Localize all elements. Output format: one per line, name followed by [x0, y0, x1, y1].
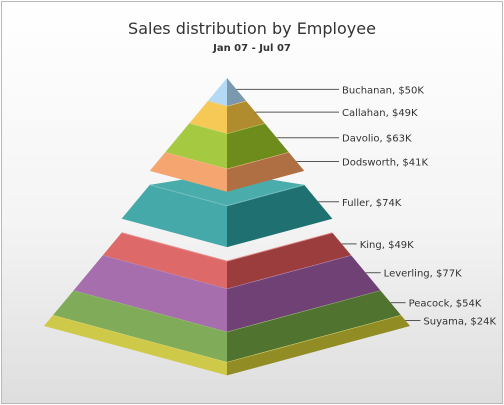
data-label-fuller: Fuller, $74K — [342, 198, 402, 209]
segment-edge — [149, 184, 305, 207]
chart-title: Sales distribution by Employee — [128, 19, 376, 38]
segment-left-face — [165, 123, 227, 169]
segment-right-face — [227, 255, 381, 332]
segment-right-face — [227, 78, 247, 107]
segment-right-face — [227, 184, 333, 248]
segment-left-face — [53, 290, 227, 362]
pyramid-segment-davolio[interactable] — [165, 122, 289, 169]
data-label-suyama: Suyama, $24K — [423, 317, 496, 328]
chart-subtitle: Jan 07 - Jul 07 — [213, 43, 291, 54]
segment-left-face — [121, 184, 227, 248]
data-label-davolio: Davolio, $63K — [342, 134, 412, 145]
pyramid-segment-king[interactable] — [102, 232, 352, 289]
segment-left-face — [207, 78, 227, 107]
data-label-peacock: Peacock, $54K — [409, 299, 482, 310]
data-label-buchanan: Buchanan, $50K — [342, 85, 424, 96]
data-label-king: King, $49K — [360, 240, 414, 251]
data-label-dodsworth: Dodsworth, $41K — [342, 157, 428, 168]
pyramid-segment-callahan[interactable] — [189, 100, 265, 134]
segment-left-face — [44, 315, 227, 376]
segment-right-face — [227, 315, 410, 376]
segment-left-face — [189, 100, 227, 134]
segment-left-face — [102, 232, 227, 289]
segment-right-face — [227, 152, 305, 192]
pyramid-segment-buchanan[interactable] — [207, 78, 247, 107]
segment-edge — [121, 232, 333, 262]
segment-right-face — [227, 290, 401, 362]
segment-right-face — [227, 123, 289, 169]
segment-left-face — [73, 255, 227, 332]
data-label-leverling: Leverling, $77K — [384, 269, 462, 280]
segment-right-face — [227, 232, 352, 289]
segment-right-face — [227, 100, 265, 134]
segment-left-face — [149, 152, 227, 192]
data-label-callahan: Callahan, $49K — [342, 108, 418, 119]
